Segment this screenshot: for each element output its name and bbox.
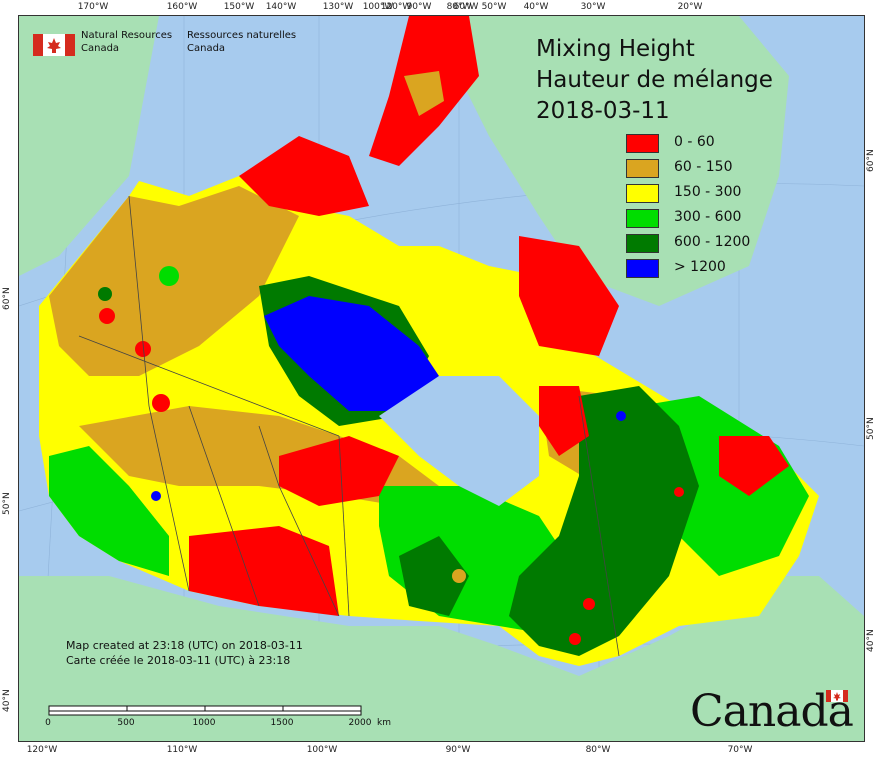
spot-red xyxy=(569,633,581,645)
lon-tick-top: 40°W xyxy=(523,2,549,12)
spot-green xyxy=(98,287,112,301)
scale-label: 2000 xyxy=(348,718,372,728)
lon-tick-top: 140°W xyxy=(265,2,297,12)
lon-tick-top: 30°W xyxy=(580,2,606,12)
spot-red xyxy=(674,487,684,497)
scale-unit: km xyxy=(377,718,391,728)
lon-tick-bottom: 90°W xyxy=(445,745,471,755)
lon-tick-top: 170°W xyxy=(77,2,109,12)
lon-tick-top: 80°W xyxy=(446,2,472,12)
zone-red-labrador xyxy=(539,386,589,456)
lon-tick-top: 100°W xyxy=(362,2,394,12)
lon-tick-bottom: 120°W xyxy=(26,745,58,755)
greenland-landmass xyxy=(439,16,789,306)
map-date: 2018-03-11 xyxy=(536,98,670,124)
scale-label: 0 xyxy=(45,718,51,728)
zone-blue-hudson xyxy=(264,296,439,411)
legend-label: 150 - 300 xyxy=(674,184,742,200)
credit-en: Map created at 23:18 (UTC) on 2018-03-11 xyxy=(66,639,303,652)
zone-red-prairies xyxy=(189,526,339,616)
agency-name-en: Natural Resources Canada xyxy=(81,29,172,55)
provincial-borders xyxy=(78,195,620,657)
agency-en-line1: Natural Resources xyxy=(81,30,173,41)
spot-red xyxy=(583,598,595,610)
lat-tick-right: 40°N xyxy=(866,629,876,652)
lon-tick-top: 150°W xyxy=(223,2,255,12)
lon-tick-top: 120°W xyxy=(380,2,412,12)
legend-item: 600 - 1200 xyxy=(626,234,786,254)
spot-red xyxy=(452,569,466,583)
scale-label: 1000 xyxy=(192,718,216,728)
credit-fr: Carte créée le 2018-03-11 (UTC) à 23:18 xyxy=(66,654,291,667)
lon-tick-top: 90°W xyxy=(406,2,432,12)
legend-swatch xyxy=(626,209,659,228)
legend-item: 60 - 150 xyxy=(626,159,786,179)
alaska-landmass xyxy=(19,16,159,276)
scale-label: 1500 xyxy=(270,718,294,728)
zone-green-2 xyxy=(49,446,169,576)
legend-item: 0 - 60 xyxy=(626,134,786,154)
lon-tick-top: 50°W xyxy=(481,2,507,12)
lat-tick-left: 50°N xyxy=(2,492,12,515)
zone-red-north xyxy=(239,136,369,216)
usa-landmass xyxy=(19,576,864,741)
legend-label: 60 - 150 xyxy=(674,159,733,175)
spot-green xyxy=(159,266,179,286)
spot-red xyxy=(152,394,170,412)
legend-swatch xyxy=(626,134,659,153)
lon-tick-bottom: 80°W xyxy=(585,745,611,755)
scale-bar xyxy=(48,705,362,716)
agency-name-fr: Ressources naturelles Canada xyxy=(187,29,296,55)
map-canvas[interactable] xyxy=(18,15,865,742)
lon-tick-top: 60°W xyxy=(453,2,479,12)
agency-en-line2: Canada xyxy=(81,43,120,54)
spot-blue xyxy=(616,411,626,421)
lon-tick-bottom: 100°W xyxy=(306,745,338,755)
legend-label: > 1200 xyxy=(674,259,726,275)
zone-orange-ellesmere xyxy=(404,71,444,116)
lon-tick-bottom: 110°W xyxy=(166,745,198,755)
legend-label: 300 - 600 xyxy=(674,209,742,225)
lat-tick-right: 60°N xyxy=(866,149,876,172)
legend-swatch xyxy=(626,184,659,203)
zone-darkgreen xyxy=(509,386,699,656)
lon-tick-top: 20°W xyxy=(677,2,703,12)
lat-tick-left: 40°N xyxy=(2,689,12,712)
map-title-fr: Hauteur de mélange xyxy=(536,67,773,93)
scale-label: 500 xyxy=(117,718,135,728)
legend-item: 300 - 600 xyxy=(626,209,786,229)
lat-tick-right: 50°N xyxy=(866,417,876,440)
legend-swatch xyxy=(626,259,659,278)
zone-darkgreen-2 xyxy=(399,536,469,616)
legend-swatch xyxy=(626,234,659,253)
spot-red xyxy=(99,308,115,324)
legend-label: 600 - 1200 xyxy=(674,234,751,250)
lon-tick-top: 160°W xyxy=(166,2,198,12)
legend-item: > 1200 xyxy=(626,259,786,279)
agency-fr-line1: Ressources naturelles xyxy=(187,30,297,41)
legend-swatch xyxy=(626,159,659,178)
agency-fr-line2: Canada xyxy=(187,43,226,54)
zone-red-centre xyxy=(279,436,399,506)
lat-tick-left: 60°N xyxy=(2,287,12,310)
spot-red xyxy=(135,341,151,357)
hudson-bay-water xyxy=(379,376,539,506)
lon-tick-bottom: 70°W xyxy=(727,745,753,755)
wordmark-flag-icon xyxy=(826,690,848,702)
map-drawing xyxy=(19,16,864,741)
map-title-en: Mixing Height xyxy=(536,36,695,62)
legend-item: 150 - 300 xyxy=(626,184,786,204)
zone-red-quebec xyxy=(719,436,789,496)
zone-red-baffin xyxy=(519,236,619,356)
canada-flag-icon xyxy=(33,34,75,56)
lon-tick-top: 130°W xyxy=(322,2,354,12)
legend-label: 0 - 60 xyxy=(674,134,715,150)
spot-blue xyxy=(151,491,161,501)
